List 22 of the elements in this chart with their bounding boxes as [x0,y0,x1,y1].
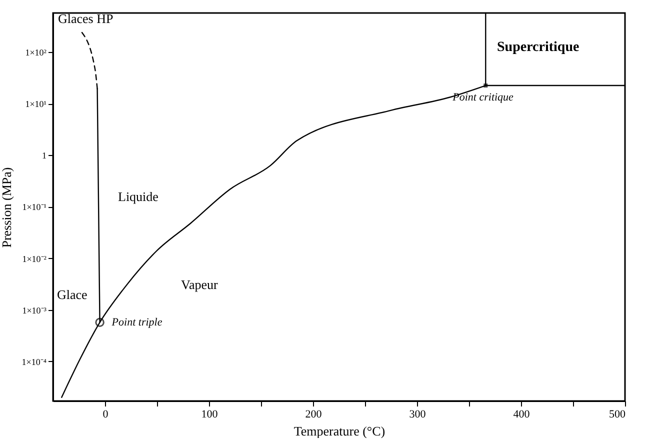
y-tick-label: 1×10⁻⁴ [22,356,46,367]
x-tick-label: 300 [409,408,426,420]
y-tick-label: 1×10² [25,48,47,58]
x-tick-label: 100 [201,408,218,420]
y-tick-label: 1×10⁻² [22,254,47,264]
y-tick-label: 1 [42,150,46,161]
y-tick-label: 1×10¹ [25,99,47,110]
x-tick-label: 500 [609,408,626,420]
y-tick-label: 1×10⁻¹ [22,202,47,212]
annotation: Point critique [452,92,514,104]
y-axis-title: Pression (MPa) [0,167,14,248]
x-tick-label: 400 [513,408,530,420]
annotation: Supercritique [497,40,580,55]
annotation: Glace [57,287,88,302]
y-tick-label: 1×10⁻³ [22,305,47,316]
x-axis-title: Temperature (°C) [294,424,386,438]
x-tick-label: 200 [305,408,322,420]
x-tick-label: 0 [102,408,109,420]
annotation: Vapeur [181,277,218,292]
annotation: Point triple [110,316,162,328]
annotation: Glaces HP [58,11,114,26]
annotation: Liquide [118,189,159,204]
